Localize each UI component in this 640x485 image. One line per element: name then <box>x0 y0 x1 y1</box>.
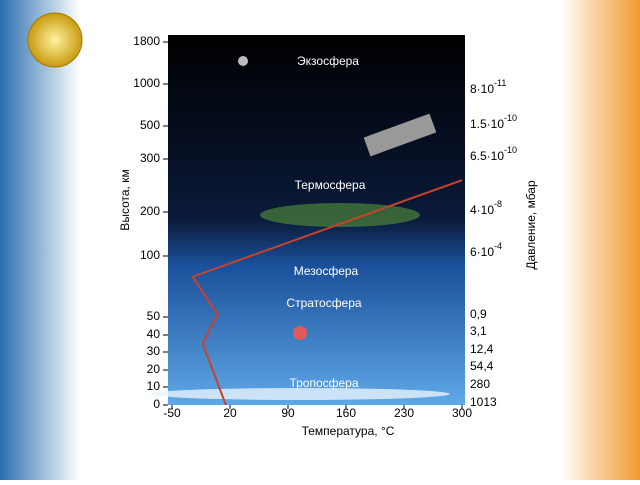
label-exp: -11 <box>494 78 506 88</box>
y-axis-title: Высота, км <box>118 169 132 230</box>
layer-label: Мезосфера <box>294 264 359 278</box>
label-base: 6·10 <box>470 245 494 259</box>
y-tick-label: 30 <box>147 344 161 358</box>
y-tick-label: 50 <box>147 309 161 323</box>
x-tick-label: 160 <box>336 406 356 420</box>
y-tick-label: 0 <box>153 397 160 411</box>
label-base: 12,4 <box>470 342 494 356</box>
y2-tick-label: 54,4 <box>470 359 494 373</box>
layer-label: Стратосфера <box>286 296 362 310</box>
plot-area <box>168 35 465 405</box>
station <box>363 113 437 157</box>
satellite <box>238 56 248 66</box>
y2-tick-label: 3,1 <box>470 324 487 338</box>
layer-label: Экзосфера <box>297 54 359 68</box>
label-base: 54,4 <box>470 359 494 373</box>
y-tick-label: 1000 <box>133 76 160 90</box>
temperature-line <box>191 179 463 406</box>
x-tick-label: 90 <box>281 406 295 420</box>
y2-tick-label: 280 <box>470 377 490 391</box>
label-base: 6.5·10 <box>470 149 504 163</box>
x-axis-title: Температура, °C <box>302 424 395 438</box>
y2-tick-label: 0,9 <box>470 307 487 321</box>
y2-tick-label: 1013 <box>470 395 497 409</box>
globe-icon <box>27 12 83 68</box>
label-exp: -10 <box>504 113 517 123</box>
y2-tick-label: 6·10-4 <box>470 241 502 259</box>
left-band <box>0 0 80 480</box>
y2-tick-label: 8·10-11 <box>470 78 506 96</box>
balloon <box>293 326 307 340</box>
x-tick-label: 230 <box>394 406 414 420</box>
label-exp: -8 <box>494 199 502 209</box>
y2-axis-title: Давление, мбар <box>524 180 538 270</box>
y-tick-label: 100 <box>140 248 160 262</box>
y-tick-label: 40 <box>147 327 161 341</box>
right-band <box>560 0 640 480</box>
x-tick-label: 20 <box>223 406 237 420</box>
label-base: 8·10 <box>470 82 494 96</box>
y-tick-label: 500 <box>140 118 160 132</box>
y-tick-label: 300 <box>140 151 160 165</box>
label-base: 1013 <box>470 395 497 409</box>
label-exp: -4 <box>494 241 502 251</box>
y-tick-label: 200 <box>140 204 160 218</box>
y2-tick-label: 6.5·10-10 <box>470 145 517 163</box>
label-base: 280 <box>470 377 490 391</box>
label-exp: -10 <box>504 145 517 155</box>
y-tick-label: 10 <box>147 379 161 393</box>
label-base: 3,1 <box>470 324 487 338</box>
y2-tick-label: 1.5·10-10 <box>470 113 517 131</box>
y2-tick-label: 4·10-8 <box>470 199 502 217</box>
y-tick-label: 1800 <box>133 34 160 48</box>
label-base: 0,9 <box>470 307 487 321</box>
layer-label: Термосфера <box>295 178 366 192</box>
y-tick-label: 20 <box>147 362 161 376</box>
label-base: 4·10 <box>470 203 494 217</box>
x-tick-label: -50 <box>163 406 181 420</box>
x-tick-label: 300 <box>452 406 472 420</box>
y2-tick-label: 12,4 <box>470 342 494 356</box>
clouds <box>150 388 450 400</box>
label-base: 1.5·10 <box>470 117 504 131</box>
layer-label: Тропосфера <box>289 376 358 390</box>
